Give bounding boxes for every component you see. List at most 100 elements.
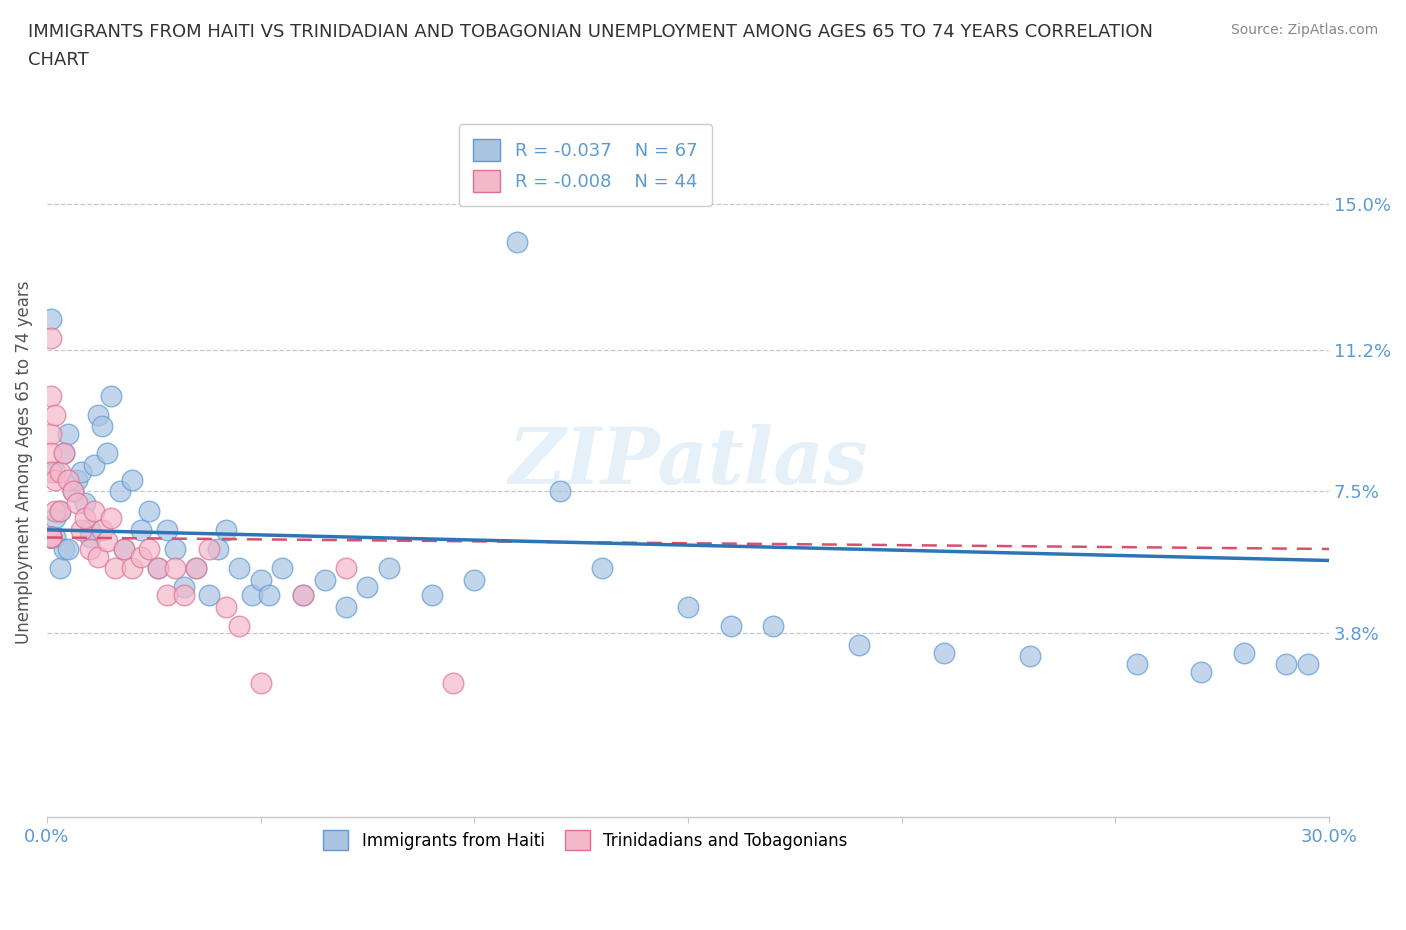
Point bbox=[104, 561, 127, 576]
Point bbox=[44, 503, 66, 518]
Point bbox=[186, 561, 208, 576]
Point bbox=[173, 580, 195, 595]
Point bbox=[39, 331, 62, 346]
Point bbox=[70, 523, 93, 538]
Point bbox=[91, 418, 114, 433]
Point bbox=[271, 561, 294, 576]
Point bbox=[592, 561, 614, 576]
Point bbox=[48, 465, 70, 480]
Point bbox=[39, 530, 62, 545]
Point bbox=[228, 561, 250, 576]
Point bbox=[165, 541, 187, 556]
Point bbox=[83, 458, 105, 472]
Point bbox=[44, 530, 66, 545]
Point bbox=[66, 472, 89, 487]
Point bbox=[257, 588, 280, 603]
Point bbox=[129, 550, 152, 565]
Point bbox=[53, 445, 76, 460]
Point bbox=[100, 511, 122, 525]
Point bbox=[762, 618, 785, 633]
Point bbox=[934, 645, 956, 660]
Point bbox=[146, 561, 169, 576]
Point bbox=[848, 637, 870, 652]
Point bbox=[62, 484, 84, 498]
Point bbox=[129, 523, 152, 538]
Point bbox=[39, 530, 62, 545]
Point bbox=[720, 618, 742, 633]
Point bbox=[121, 561, 143, 576]
Point bbox=[676, 599, 699, 614]
Point bbox=[215, 599, 238, 614]
Point bbox=[39, 530, 62, 545]
Point bbox=[292, 588, 315, 603]
Point bbox=[39, 445, 62, 460]
Point bbox=[39, 530, 62, 545]
Point bbox=[138, 503, 160, 518]
Point bbox=[314, 572, 336, 587]
Point bbox=[75, 496, 97, 511]
Point bbox=[44, 472, 66, 487]
Point bbox=[39, 530, 62, 545]
Point bbox=[48, 503, 70, 518]
Text: Source: ZipAtlas.com: Source: ZipAtlas.com bbox=[1230, 23, 1378, 37]
Point bbox=[165, 561, 187, 576]
Point bbox=[39, 530, 62, 545]
Point bbox=[44, 465, 66, 480]
Point bbox=[79, 541, 101, 556]
Point bbox=[335, 599, 357, 614]
Point bbox=[121, 472, 143, 487]
Point bbox=[39, 530, 62, 545]
Point bbox=[39, 530, 62, 545]
Point bbox=[249, 676, 271, 691]
Point bbox=[91, 523, 114, 538]
Point bbox=[53, 445, 76, 460]
Point bbox=[420, 588, 443, 603]
Point bbox=[207, 541, 229, 556]
Point bbox=[53, 541, 76, 556]
Point bbox=[173, 588, 195, 603]
Point bbox=[96, 445, 118, 460]
Point bbox=[1296, 657, 1319, 671]
Point bbox=[58, 541, 80, 556]
Text: ZIPatlas: ZIPatlas bbox=[508, 424, 868, 501]
Point bbox=[39, 530, 62, 545]
Point bbox=[48, 561, 70, 576]
Point bbox=[83, 503, 105, 518]
Legend: Immigrants from Haiti, Trinidadians and Tobagonians: Immigrants from Haiti, Trinidadians and … bbox=[315, 822, 856, 858]
Point bbox=[1275, 657, 1298, 671]
Point bbox=[39, 388, 62, 403]
Point bbox=[198, 588, 221, 603]
Point bbox=[463, 572, 485, 587]
Point bbox=[356, 580, 378, 595]
Point bbox=[48, 503, 70, 518]
Point bbox=[75, 511, 97, 525]
Point bbox=[87, 550, 110, 565]
Point bbox=[96, 534, 118, 549]
Point bbox=[44, 511, 66, 525]
Point bbox=[146, 561, 169, 576]
Text: CHART: CHART bbox=[28, 51, 89, 69]
Point bbox=[215, 523, 238, 538]
Point bbox=[44, 407, 66, 422]
Point bbox=[112, 541, 135, 556]
Point bbox=[228, 618, 250, 633]
Point bbox=[506, 234, 529, 249]
Point bbox=[249, 572, 271, 587]
Text: IMMIGRANTS FROM HAITI VS TRINIDADIAN AND TOBAGONIAN UNEMPLOYMENT AMONG AGES 65 T: IMMIGRANTS FROM HAITI VS TRINIDADIAN AND… bbox=[28, 23, 1153, 41]
Point bbox=[58, 472, 80, 487]
Point bbox=[198, 541, 221, 556]
Point bbox=[58, 427, 80, 442]
Point bbox=[186, 561, 208, 576]
Point bbox=[87, 407, 110, 422]
Point bbox=[79, 523, 101, 538]
Point bbox=[335, 561, 357, 576]
Point bbox=[138, 541, 160, 556]
Point bbox=[70, 465, 93, 480]
Y-axis label: Unemployment Among Ages 65 to 74 years: Unemployment Among Ages 65 to 74 years bbox=[15, 281, 32, 644]
Point bbox=[39, 530, 62, 545]
Point bbox=[108, 484, 131, 498]
Point bbox=[66, 496, 89, 511]
Point bbox=[548, 484, 571, 498]
Point bbox=[1018, 649, 1040, 664]
Point bbox=[62, 484, 84, 498]
